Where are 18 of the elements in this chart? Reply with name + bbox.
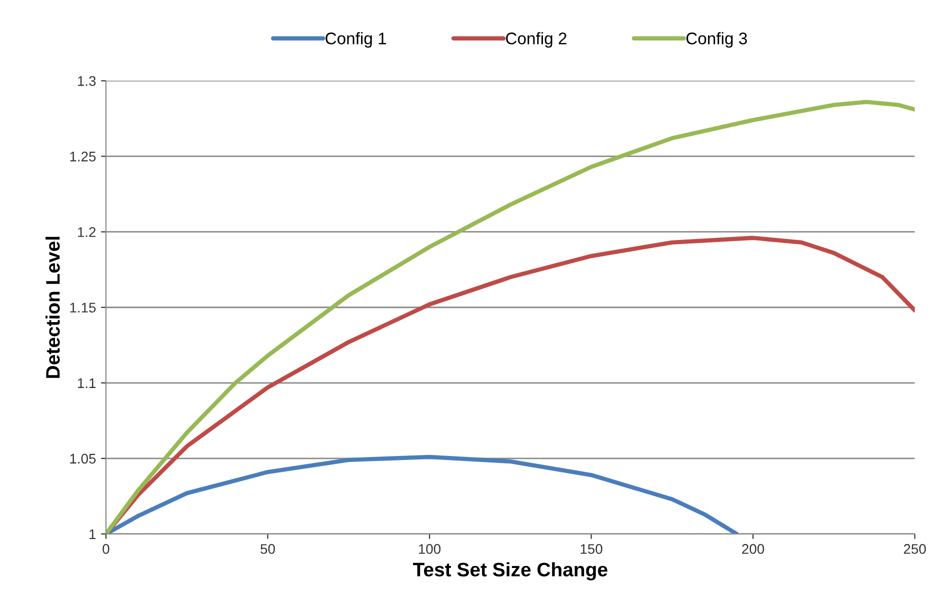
- legend-label: Config 1: [326, 32, 386, 48]
- y-tick-label: 1: [90, 529, 96, 540]
- legend-label: Config 3: [686, 32, 747, 48]
- x-tick-label: 100: [418, 544, 441, 554]
- x-tick-label: 250: [904, 544, 926, 554]
- y-tick-label: 1.1: [78, 378, 96, 388]
- y-tick-label: 1.2: [78, 227, 96, 237]
- x-tick-label: 0: [102, 544, 110, 554]
- x-axis-title: Test Set Size Change: [412, 562, 608, 580]
- y-tick-label: 1.05: [70, 454, 96, 464]
- x-tick-label: 50: [260, 544, 275, 554]
- legend-label: Config 2: [506, 32, 566, 48]
- y-tick-label: 1.15: [70, 302, 96, 313]
- y-tick-label: 1.25: [70, 152, 96, 162]
- x-tick-label: 150: [580, 544, 602, 554]
- y-axis-title: Detection Level: [46, 236, 60, 378]
- x-tick-label: 200: [742, 544, 764, 554]
- y-tick-label: 1.3: [78, 76, 96, 86]
